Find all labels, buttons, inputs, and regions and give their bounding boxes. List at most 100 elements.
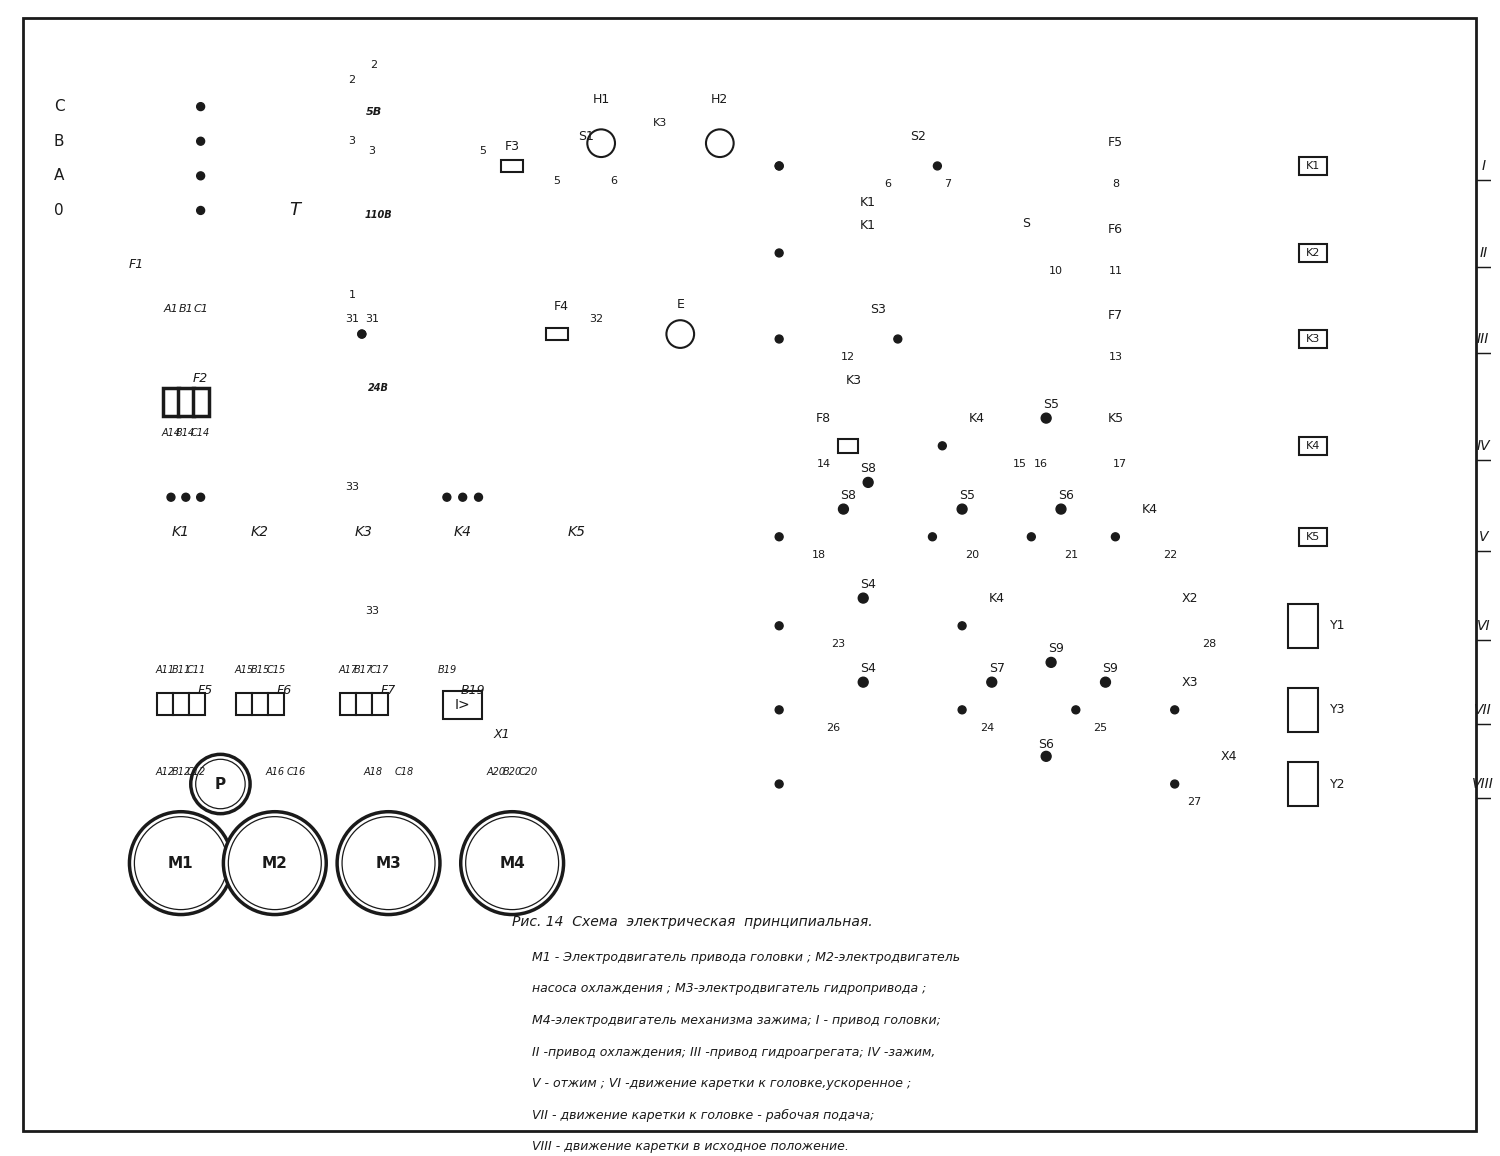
Circle shape: [858, 593, 868, 603]
Circle shape: [1056, 504, 1066, 514]
Text: М4-электродвигатель механизма зажима; I - привод головки;: М4-электродвигатель механизма зажима; I …: [532, 1014, 940, 1027]
Text: IV: IV: [1476, 439, 1490, 453]
Text: M3: M3: [375, 855, 402, 870]
Text: Рис. 14  Схема  электрическая  принципиальная.: Рис. 14 Схема электрическая принципиальн…: [512, 916, 873, 929]
Text: K1: K1: [1306, 161, 1320, 171]
Bar: [1299, 528, 1328, 546]
Circle shape: [338, 812, 440, 914]
Text: 32: 32: [590, 314, 603, 324]
Text: 6: 6: [610, 176, 618, 186]
Text: 6: 6: [885, 179, 891, 188]
Circle shape: [776, 335, 783, 343]
Text: 16: 16: [1034, 459, 1048, 468]
Text: B11: B11: [171, 666, 190, 675]
Bar: [340, 694, 356, 714]
Text: F6: F6: [1108, 223, 1124, 236]
Bar: [501, 160, 524, 172]
Circle shape: [666, 320, 694, 348]
Text: K1: K1: [172, 525, 190, 539]
Text: S9: S9: [1048, 642, 1064, 655]
Text: A1: A1: [164, 304, 178, 314]
Bar: [1288, 605, 1318, 647]
Text: A15: A15: [234, 666, 254, 675]
Text: II: II: [1479, 246, 1488, 260]
Text: B1: B1: [178, 304, 194, 314]
Text: E: E: [676, 298, 684, 311]
Circle shape: [196, 207, 204, 214]
Bar: [252, 694, 268, 714]
Bar: [1288, 762, 1318, 806]
Text: S8: S8: [840, 489, 856, 502]
Bar: [158, 694, 172, 714]
Text: A17: A17: [339, 666, 357, 675]
Bar: [192, 388, 208, 416]
Text: 15: 15: [1013, 459, 1026, 468]
Circle shape: [776, 162, 783, 170]
Text: Y1: Y1: [1330, 620, 1346, 632]
Text: I: I: [1480, 158, 1485, 173]
Text: F1: F1: [129, 258, 144, 272]
Text: B: B: [54, 134, 64, 149]
Text: B15: B15: [251, 666, 270, 675]
Circle shape: [1028, 533, 1035, 541]
Text: A16: A16: [266, 768, 285, 777]
Text: VIII: VIII: [1473, 777, 1494, 791]
Text: 22: 22: [1162, 549, 1178, 560]
Text: C14: C14: [190, 428, 210, 438]
Circle shape: [1172, 706, 1179, 713]
Bar: [356, 694, 372, 714]
Text: B20: B20: [503, 768, 522, 777]
Circle shape: [190, 755, 250, 814]
Text: 25: 25: [1094, 722, 1107, 733]
Text: 33: 33: [364, 606, 378, 616]
Circle shape: [776, 780, 783, 788]
Circle shape: [342, 816, 435, 910]
Text: S2: S2: [909, 129, 926, 143]
Circle shape: [224, 812, 326, 914]
Text: 14: 14: [816, 459, 831, 468]
Text: T: T: [290, 201, 300, 220]
Bar: [172, 694, 189, 714]
Text: VII - движение каретки к головке - рабочая подача;: VII - движение каретки к головке - рабоч…: [532, 1109, 874, 1121]
Text: K1: K1: [859, 218, 876, 232]
Text: S5: S5: [958, 489, 975, 502]
Circle shape: [858, 677, 868, 687]
Circle shape: [195, 759, 244, 809]
Text: S9: S9: [1102, 662, 1119, 675]
Circle shape: [957, 504, 968, 514]
Circle shape: [776, 533, 783, 541]
Circle shape: [588, 129, 615, 157]
Text: K3: K3: [846, 375, 861, 387]
Text: VI: VI: [1476, 618, 1490, 632]
Circle shape: [776, 162, 783, 170]
Text: 5: 5: [478, 146, 486, 156]
Circle shape: [933, 162, 942, 170]
Circle shape: [1172, 780, 1179, 788]
Text: 1: 1: [348, 289, 355, 299]
Circle shape: [1041, 413, 1052, 423]
Circle shape: [358, 331, 366, 338]
Text: VIII - движение каретки в исходное положение.: VIII - движение каретки в исходное полож…: [532, 1141, 849, 1154]
Text: 10: 10: [1048, 266, 1064, 276]
Circle shape: [1046, 658, 1056, 667]
Text: C20: C20: [519, 768, 537, 777]
Circle shape: [166, 494, 176, 502]
Text: S5: S5: [1042, 398, 1059, 410]
Circle shape: [1112, 533, 1119, 541]
Text: K4: K4: [988, 592, 1005, 605]
Text: Y3: Y3: [1330, 703, 1346, 717]
Bar: [178, 388, 194, 416]
Text: C12: C12: [188, 768, 207, 777]
Text: III: III: [1478, 332, 1490, 346]
Text: C1: C1: [194, 304, 208, 314]
Text: S4: S4: [859, 662, 876, 675]
Text: 33: 33: [345, 482, 358, 492]
Text: B17: B17: [354, 666, 374, 675]
Text: A12: A12: [156, 768, 174, 777]
Text: F3: F3: [504, 140, 519, 153]
Text: 31: 31: [345, 314, 358, 324]
Text: 3: 3: [348, 136, 355, 146]
Text: M2: M2: [262, 855, 288, 870]
Text: A: A: [54, 169, 64, 184]
Bar: [372, 694, 387, 714]
